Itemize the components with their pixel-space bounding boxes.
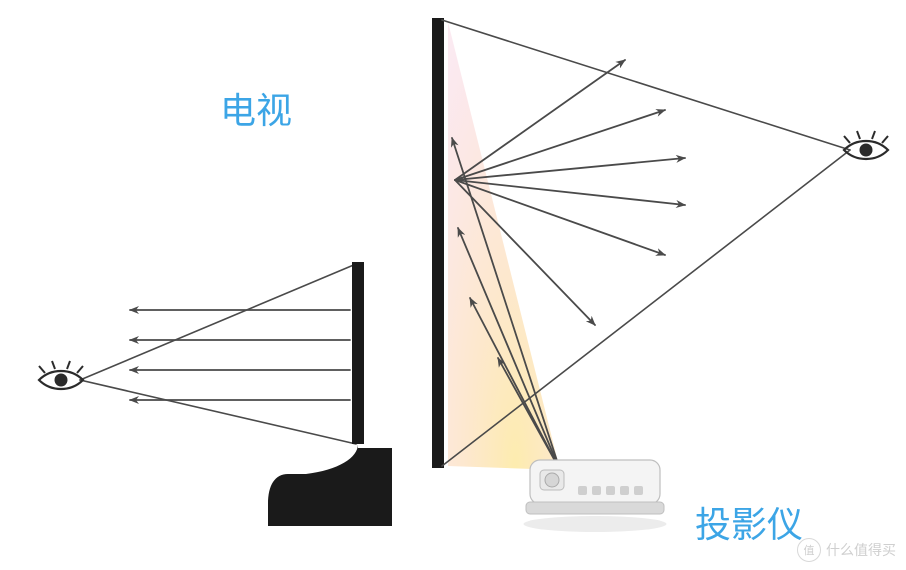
eye-icon: [844, 131, 888, 159]
tv-stand: [268, 444, 392, 526]
watermark-text: 什么值得买: [826, 540, 896, 560]
diagram-svg: [0, 0, 906, 570]
projector-device: [524, 460, 667, 532]
tv-panel: [352, 262, 364, 444]
label-tv: 电视: [220, 82, 292, 134]
label-projector: 投影仪: [695, 496, 803, 548]
diagram-stage: 电视 投影仪 值 什么值得买: [0, 0, 906, 570]
watermark-badge-icon: 值: [797, 538, 821, 562]
projection-screen: [432, 18, 444, 468]
watermark: 值 什么值得买: [797, 538, 896, 562]
eye-icon: [39, 361, 83, 389]
